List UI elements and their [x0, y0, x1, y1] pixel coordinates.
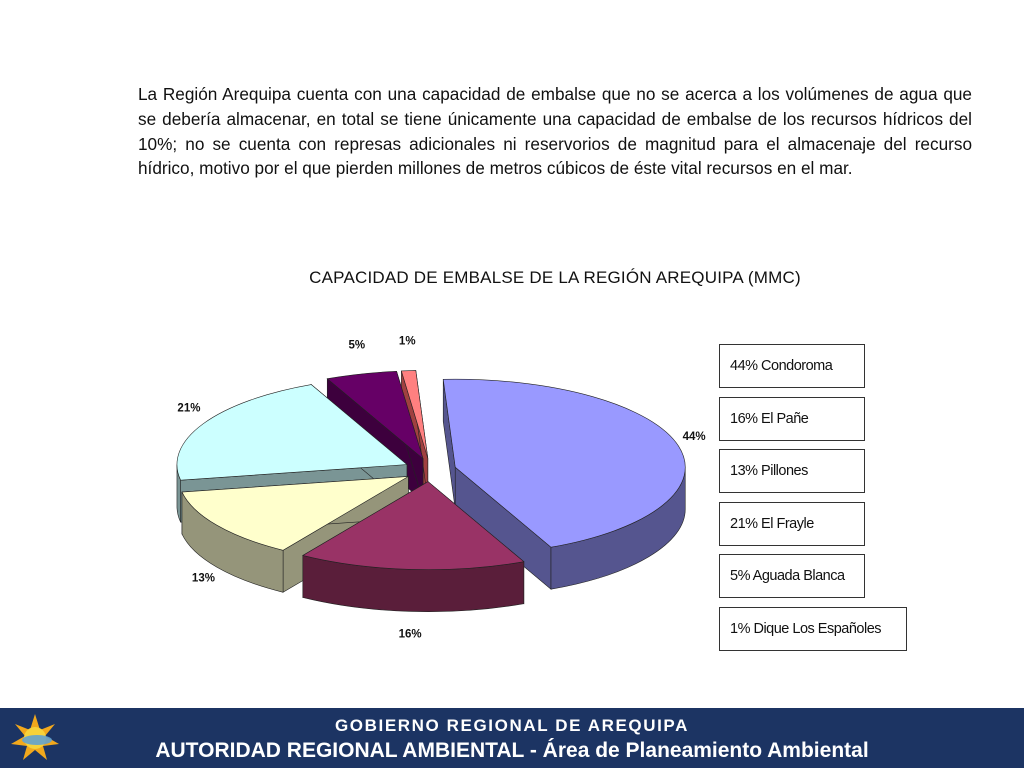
- legend-item: 16% El Pañe: [719, 396, 865, 441]
- footer-subtitle-bold: AUTORIDAD REGIONAL AMBIENTAL: [155, 739, 524, 762]
- pie-label-5: 5%: [349, 340, 366, 352]
- pie-label-21: 21%: [177, 403, 200, 415]
- pie-slice-el-pa-e: [302, 481, 525, 612]
- legend-item: 13% Pillones: [719, 449, 865, 493]
- pie-slice-condoroma: [442, 378, 686, 590]
- legend-item: 44% Condoroma: [719, 344, 865, 388]
- chart-title: CAPACIDAD DE EMBALSE DE LA REGIÓN AREQUI…: [309, 268, 801, 287]
- sun-logo-icon: [11, 714, 59, 760]
- footer-subtitle-rest: Área de Planeamiento Ambiental: [542, 739, 869, 762]
- pie-label-16: 16%: [399, 629, 422, 641]
- pie-label-13: 13%: [192, 573, 215, 585]
- footer-banner: GOBIERNO REGIONAL DE AREQUIPA AUTORIDAD …: [0, 708, 1024, 768]
- footer-separator: -: [524, 739, 543, 762]
- footer-subtitle: AUTORIDAD REGIONAL AMBIENTAL - Área de P…: [0, 739, 1024, 763]
- legend-item: 21% El Frayle: [719, 501, 865, 546]
- legend-item: 5% Aguada Blanca: [719, 554, 865, 598]
- pie-label-44: 44%: [683, 431, 706, 443]
- intro-paragraph: La Región Arequipa cuenta con una capaci…: [138, 84, 972, 179]
- pie-chart: 44% 16% 13% 21% 5% 1%: [176, 335, 706, 641]
- footer-title: GOBIERNO REGIONAL DE AREQUIPA: [334, 716, 689, 735]
- legend-item: 1% Dique Los Españoles: [719, 606, 907, 651]
- pie-label-1: 1%: [399, 335, 416, 347]
